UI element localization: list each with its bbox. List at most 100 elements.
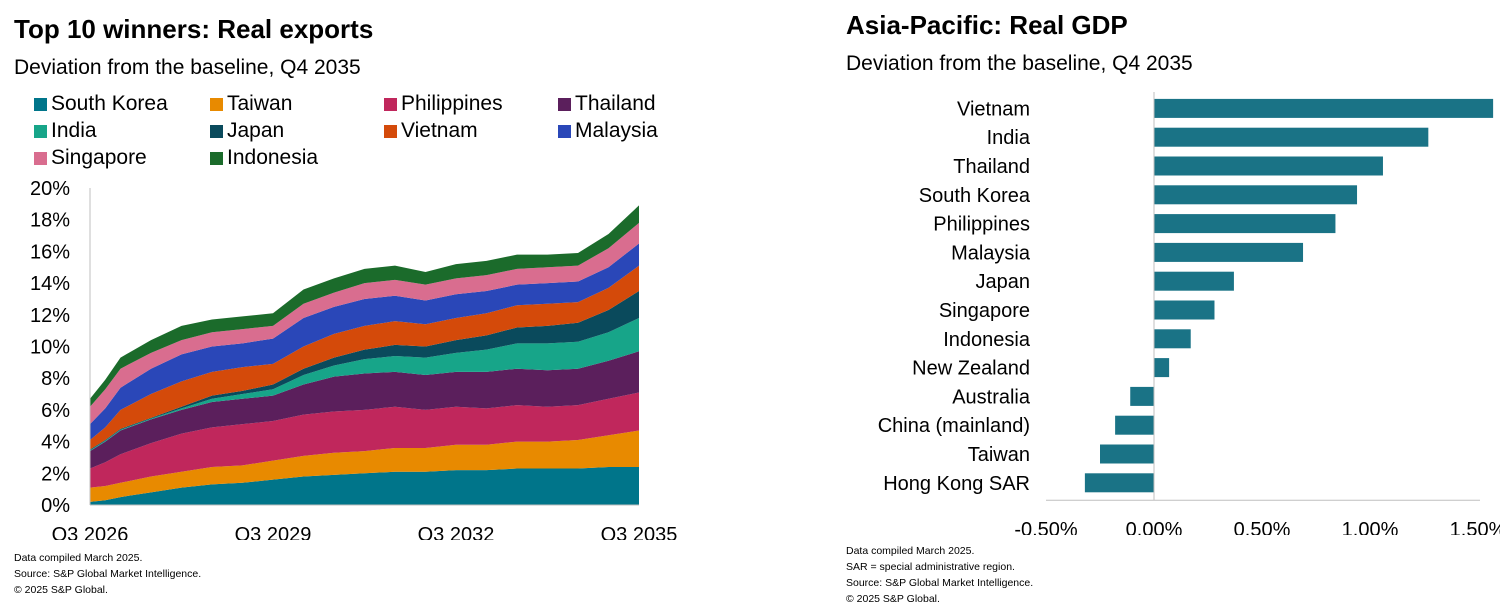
- bar: [1154, 98, 1494, 118]
- bar: [1130, 386, 1154, 406]
- bar: [1084, 473, 1154, 493]
- x-tick-label: 0.00%: [1126, 519, 1183, 535]
- category-label: Singapore: [939, 300, 1030, 322]
- area-series: [90, 317, 639, 452]
- category-label: India: [987, 127, 1031, 149]
- category-label: Taiwan: [968, 444, 1030, 466]
- y-tick-label: 18%: [30, 210, 70, 232]
- category-label: China (mainland): [878, 415, 1030, 437]
- category-label: South Korea: [919, 185, 1031, 207]
- legend-swatch: [558, 97, 571, 111]
- note-line: Data compiled March 2025.: [846, 545, 975, 557]
- x-tick-label: -0.50%: [1014, 519, 1078, 535]
- legend-item: India: [34, 119, 97, 143]
- y-tick-label: 4%: [41, 432, 70, 454]
- note-line: SAR = special administrative region.: [846, 561, 1015, 573]
- legend-label: Indonesia: [227, 146, 319, 169]
- y-tick-label: 10%: [30, 337, 70, 359]
- area-series: [90, 430, 639, 502]
- bar: [1154, 156, 1383, 176]
- right-chart-notes: Data compiled March 2025. SAR = special …: [846, 543, 1033, 607]
- x-tick-label: 1.50%: [1450, 519, 1500, 535]
- legend-item: Indonesia: [210, 146, 318, 170]
- legend-item: Japan: [210, 119, 284, 143]
- x-tick-label: 1.00%: [1342, 519, 1399, 535]
- legend-swatch: [384, 124, 397, 138]
- note-line: Source: S&P Global Market Intelligence.: [14, 568, 202, 580]
- right-chart-title: Asia-Pacific: Real GDP: [846, 10, 1128, 40]
- legend-item: Vietnam: [384, 119, 478, 143]
- bar: [1154, 300, 1215, 320]
- bar: [1154, 127, 1429, 147]
- legend-swatch: [34, 97, 47, 111]
- y-tick-label: 2%: [41, 463, 70, 485]
- bar: [1154, 185, 1358, 205]
- category-label: New Zealand: [912, 358, 1030, 380]
- legend-swatch: [210, 97, 223, 111]
- area-series: [90, 392, 639, 488]
- legend-label: Malaysia: [575, 119, 658, 142]
- left-chart-notes: Data compiled March 2025. Source: S&P Gl…: [14, 550, 201, 598]
- legend-item: South Korea: [34, 92, 168, 116]
- legend-item: Taiwan: [210, 92, 292, 116]
- legend-swatch: [34, 124, 47, 138]
- x-tick-label: Q3 2032: [418, 524, 495, 540]
- y-tick-label: 20%: [30, 180, 70, 200]
- x-tick-label: Q3 2026: [52, 524, 129, 540]
- note-line: Data compiled March 2025.: [14, 552, 143, 564]
- y-axis-ticks: 0% 2% 4% 6% 8% 10% 12% 14% 16% 18% 20%: [30, 180, 70, 517]
- area-series: [90, 243, 639, 441]
- bar: [1154, 271, 1234, 291]
- legend-item: Singapore: [34, 146, 147, 170]
- x-tick-label: Q3 2035: [601, 524, 678, 540]
- legend-item: Malaysia: [558, 119, 658, 143]
- legend-label: Taiwan: [227, 92, 293, 115]
- legend-label: South Korea: [51, 92, 168, 115]
- legend-swatch: [34, 151, 47, 165]
- legend-label: Thailand: [575, 92, 656, 115]
- bar: [1154, 329, 1191, 349]
- note-line: Source: S&P Global Market Intelligence.: [846, 577, 1034, 589]
- x-tick-label: Q3 2029: [235, 524, 312, 540]
- legend-label: Singapore: [51, 146, 147, 169]
- bar: [1100, 444, 1154, 464]
- note-line: © 2025 S&P Global.: [846, 593, 940, 605]
- exports-area-chart: 0%2%4%6%8%10%12%14%16%18%20% Q3 2026 Q3 2…: [30, 180, 678, 540]
- category-label: Thailand: [953, 156, 1030, 178]
- y-tick-label: 8%: [41, 368, 70, 390]
- area-layers: [90, 205, 639, 505]
- legend-swatch: [558, 124, 571, 138]
- legend-swatch: [210, 151, 223, 165]
- bar: [1154, 214, 1336, 234]
- y-tick-label: 14%: [30, 273, 70, 295]
- category-label: Japan: [976, 271, 1031, 293]
- legend-label: India: [51, 119, 97, 142]
- note-line: © 2025 S&P Global.: [14, 584, 108, 596]
- category-label: Hong Kong SAR: [883, 473, 1030, 495]
- bar: [1115, 415, 1154, 435]
- y-tick-label: 6%: [41, 400, 70, 422]
- gdp-bar-chart: Vietnam India Thailand South Korea Philippin…: [878, 92, 1500, 535]
- category-label: Philippines: [933, 214, 1030, 236]
- legend-label: Philippines: [401, 92, 503, 115]
- area-series: [90, 265, 639, 450]
- bar: [1154, 242, 1304, 262]
- left-chart-title: Top 10 winners: Real exports: [14, 14, 374, 44]
- legend-swatch: [210, 124, 223, 138]
- right-chart-subtitle: Deviation from the baseline, Q4 2035: [846, 52, 1193, 75]
- y-tick-label: 16%: [30, 241, 70, 263]
- category-label: Vietnam: [957, 98, 1030, 120]
- area-series: [90, 222, 639, 425]
- legend-item: Thailand: [558, 92, 656, 116]
- x-axis-ticks: Q3 2026 Q3 2029 Q3 2032 Q3 2035: [52, 524, 678, 540]
- legend-label: Vietnam: [401, 119, 478, 142]
- legend-item: Philippines: [384, 92, 503, 116]
- left-chart-subtitle: Deviation from the baseline, Q4 2035: [14, 56, 361, 79]
- area-series: [90, 466, 639, 505]
- x-tick-label: 0.50%: [1234, 519, 1291, 535]
- y-tick-label: 12%: [30, 305, 70, 327]
- bar: [1154, 358, 1170, 378]
- category-label: Malaysia: [951, 242, 1031, 264]
- y-tick-label: 0%: [41, 495, 70, 517]
- legend-label: Japan: [227, 119, 285, 142]
